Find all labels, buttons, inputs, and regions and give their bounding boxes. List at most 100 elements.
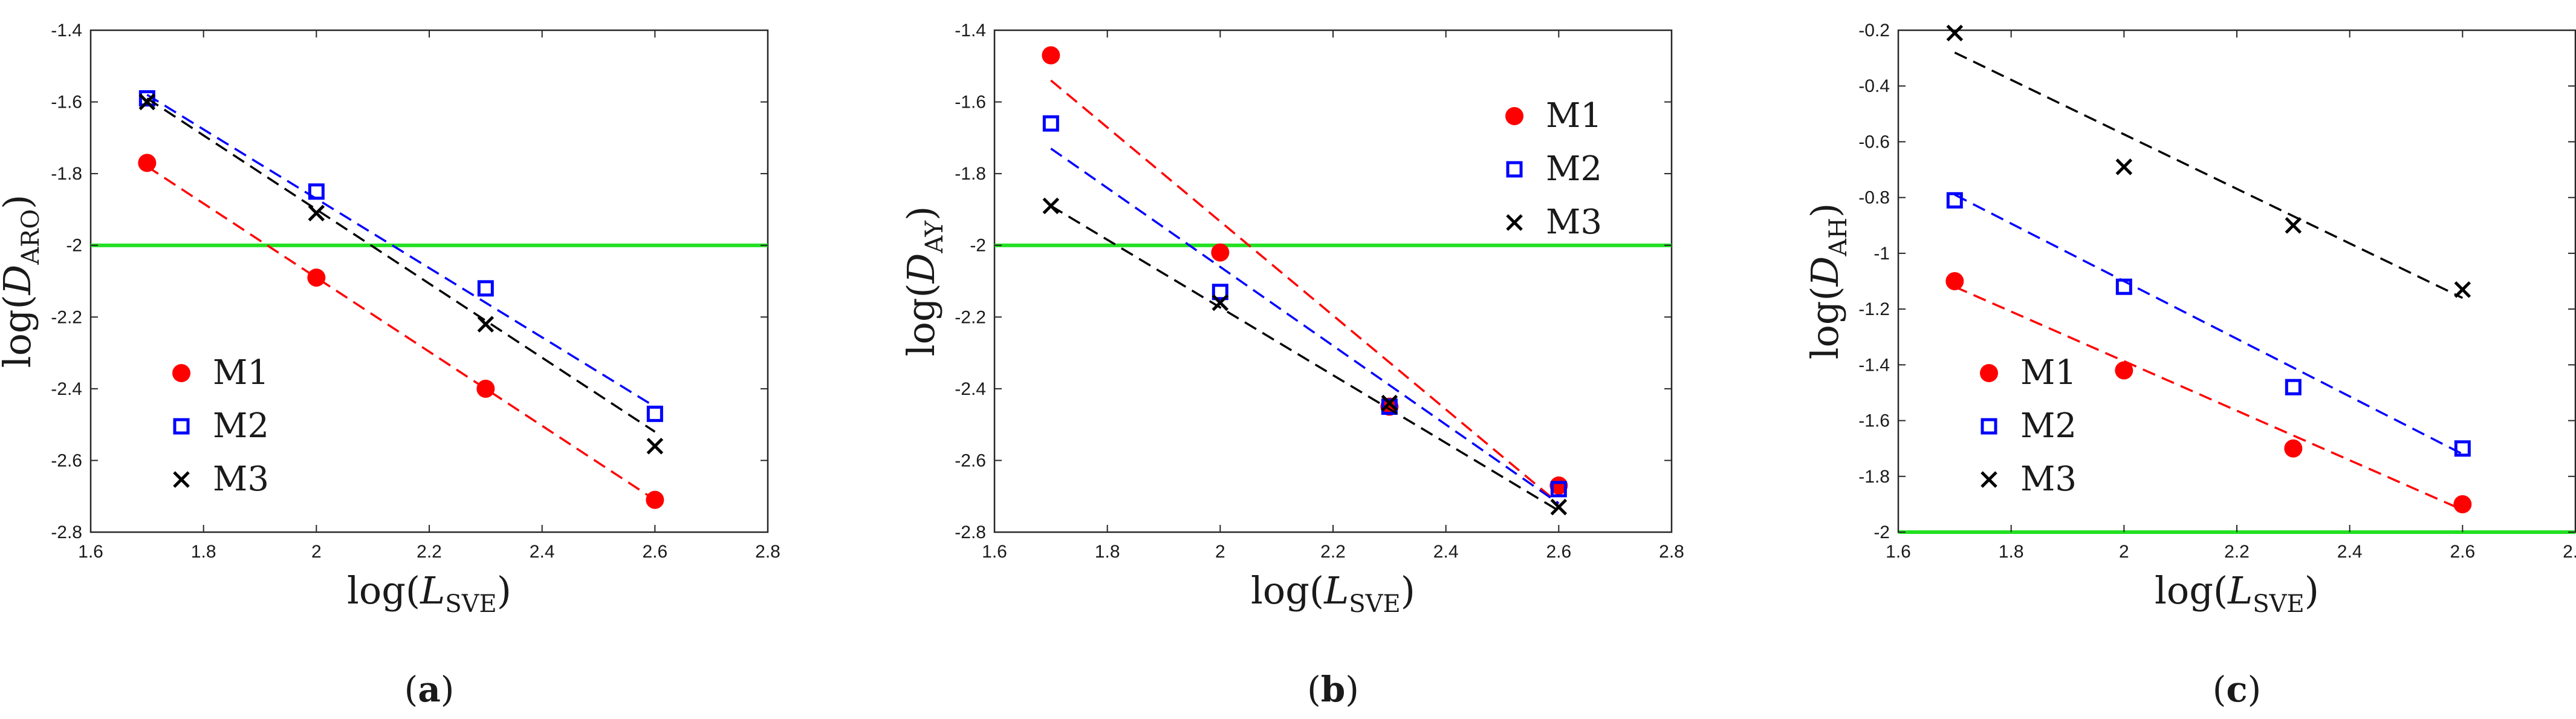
legend: M1 M2 M3 [1505,96,1602,242]
series-m3 [138,93,664,455]
caption-letter: a [418,669,441,710]
x-axis-label: log(LSVE) [347,568,511,618]
series-m2 [1042,115,1567,505]
data-point [2115,158,2133,175]
axis-label-suffix: ) [1803,203,1847,218]
legend: M1 M2 M3 [172,353,269,499]
fit-line [1050,148,1560,505]
axis-label-suffix: ) [497,568,511,613]
data-point [2454,281,2471,298]
x-tick-label: 2 [2119,542,2129,562]
x-tick-label: 1.8 [1999,542,2024,562]
cross-stroke [173,471,190,488]
cross-stroke [477,316,495,333]
cross-stroke [1981,471,1997,488]
series-m3 [1946,24,2471,299]
y-tick-label: -1.4 [955,21,986,41]
axis-label-subscript: ARO [17,209,45,265]
fit-line [1050,204,1560,512]
legend-marker [1506,161,1523,178]
axis-label-subscript: AY [921,220,949,253]
y-tick-label: -0.6 [1858,132,1890,152]
axis-label-prefix: log( [0,294,39,368]
data-point [1945,272,1964,290]
fit-line [1954,194,2464,455]
caption-close: ) [2248,669,2262,710]
y-tick-label: -1 [1874,244,1890,264]
x-tick-label: 1.8 [1095,542,1120,562]
fit-line [1954,51,2464,299]
y-axis-label: log(DAH) [1803,203,1852,360]
y-tick-label: -2.8 [51,522,82,542]
panel-caption: (b) [1307,669,1359,710]
legend-marker [1981,471,1997,488]
data-point [2285,379,2302,395]
fit-line [1954,285,2464,511]
x-tick-label: 2 [311,542,322,562]
axis-label-suffix: ) [1401,568,1415,613]
series-m2 [138,90,663,422]
y-tick-label: -2.8 [955,522,986,542]
series-m2 [1946,192,2471,457]
y-tick-label: -1.6 [955,93,986,112]
axis-label-variable: L [1323,568,1349,613]
chart-panel-2: 1.6 1.8 2 2.2 2.4 2.6 2.8 -1.4 -1.6 -1.8 -2 -2.2 -2.… [899,21,1684,618]
data-point [138,154,157,172]
data-point [1211,243,1230,262]
data-point [646,490,664,509]
chart-panel-3: 1.6 1.8 2 2.2 2.4 2.6 2.8 -0.2 -0.4 -0.6 -0.8 -1 -1.… [1803,21,2576,618]
cross-stroke [2115,158,2133,175]
legend-marker [172,364,190,382]
y-tick-label: -1.6 [1858,411,1890,431]
y-axis-label: log(DARO) [0,195,45,368]
y-tick-label: -1.8 [51,164,82,184]
legend-label: M3 [1546,203,1602,242]
axis-label-variable: D [1803,256,1847,287]
axis-label-variable: D [0,265,39,296]
legend-marker [1505,107,1523,125]
x-tick-label: 2.8 [755,542,780,562]
x-tick-label: 2.4 [2337,542,2363,562]
legend: M1 M2 M3 [1980,353,2077,499]
x-tick-label: 2.6 [1546,542,1571,562]
cross-stroke [138,93,156,111]
cross-stroke [1946,24,1964,42]
y-tick-label: -0.2 [1858,21,1890,41]
fit-line [146,97,656,433]
axis-label-suffix: ) [2305,568,2319,613]
panel-caption: (c) [2213,669,2262,710]
axis-label-subscript: AH [1825,218,1852,257]
data-point [646,405,663,422]
data-point [2284,439,2303,458]
chart-panel-1: 1.6 1.8 2 2.2 2.4 2.6 2.8 -1.4 -1.6 -1.8 -2 -2.2 -2.… [0,21,780,618]
y-tick-label: -1.6 [51,93,82,112]
axis-label-prefix: log( [1251,568,1324,613]
plot-area [1897,29,2576,533]
y-tick-label: -2.2 [51,307,82,327]
legend-label: M1 [1546,96,1602,135]
legend-label: M2 [213,406,269,446]
axis-label-suffix: ) [0,195,39,209]
data-point [646,437,664,455]
caption-close: ) [1345,669,1359,710]
caption-open: ( [1307,669,1321,710]
x-tick-label: 2.6 [2450,542,2475,562]
legend-marker [1506,214,1523,231]
x-tick-label: 2.8 [1659,542,1684,562]
x-tick-label: 1.8 [191,542,216,562]
legend-marker [173,418,190,435]
caption-close: ) [441,669,455,710]
data-point [1946,192,1963,209]
data-point [2454,440,2471,457]
series-m3 [1042,197,1568,516]
caption-letter: c [2226,669,2247,710]
panel-caption: (a) [404,669,455,710]
axis-label-prefix: log( [1803,286,1847,359]
axis-label-prefix: log( [347,568,420,613]
fit-line [1050,79,1560,504]
legend-marker [1981,418,1997,435]
data-point [1042,197,1060,215]
data-point [2285,217,2302,234]
x-tick-label: 2.2 [417,542,442,562]
